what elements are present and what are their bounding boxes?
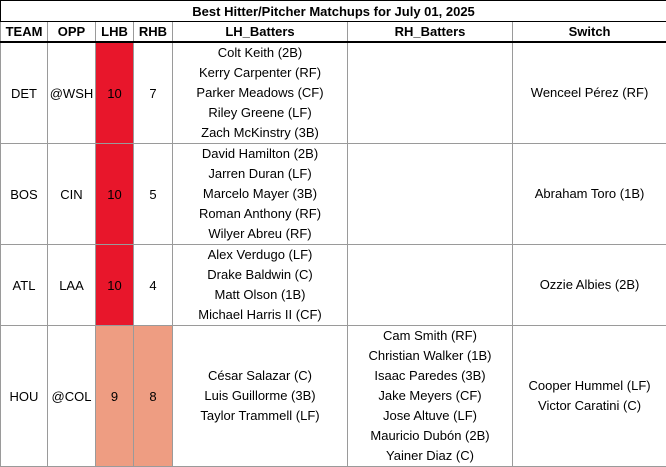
switch-batters-cell: Ozzie Albies (2B) [513, 245, 666, 326]
batter-name: Alex Verdugo (LF) [173, 245, 347, 265]
lhb-score-cell: 9 [96, 326, 134, 467]
col-header-switch: Switch [513, 22, 666, 43]
table-row: ATL LAA 10 4 Alex Verdugo (LF) Drake Bal… [1, 245, 666, 326]
batter-name: Drake Baldwin (C) [173, 265, 347, 285]
batter-name: Mauricio Dubón (2B) [348, 426, 512, 446]
batter-name: César Salazar (C) [173, 366, 347, 386]
col-header-team: TEAM [1, 22, 48, 43]
lh-batters-cell: David Hamilton (2B) Jarren Duran (LF) Ma… [173, 144, 348, 245]
batter-name: Wilyer Abreu (RF) [173, 224, 347, 244]
rhb-score-cell: 5 [134, 144, 173, 245]
rhb-score-cell: 7 [134, 42, 173, 144]
lh-batters-cell: César Salazar (C) Luis Guillorme (3B) Ta… [173, 326, 348, 467]
team-cell: BOS [1, 144, 48, 245]
team-cell: ATL [1, 245, 48, 326]
batter-name: Zach McKinstry (3B) [173, 123, 347, 143]
batter-name: Wenceel Pérez (RF) [513, 83, 666, 103]
table-title: Best Hitter/Pitcher Matchups for July 01… [1, 1, 666, 22]
batter-name: Luis Guillorme (3B) [173, 386, 347, 406]
lh-batters-cell: Colt Keith (2B) Kerry Carpenter (RF) Par… [173, 42, 348, 144]
batter-name: Cam Smith (RF) [348, 326, 512, 346]
col-header-rh-batters: RH_Batters [348, 22, 513, 43]
batter-name: Michael Harris II (CF) [173, 305, 347, 325]
batter-name: Yainer Diaz (C) [348, 446, 512, 466]
rh-batters-cell: Cam Smith (RF) Christian Walker (1B) Isa… [348, 326, 513, 467]
lhb-score-cell: 10 [96, 42, 134, 144]
col-header-lhb: LHB [96, 22, 134, 43]
header-row: TEAM OPP LHB RHB LH_Batters RH_Batters S… [1, 22, 666, 43]
team-cell: HOU [1, 326, 48, 467]
opp-cell: CIN [48, 144, 96, 245]
batter-name: Taylor Trammell (LF) [173, 406, 347, 426]
team-cell: DET [1, 42, 48, 144]
batter-name: Isaac Paredes (3B) [348, 366, 512, 386]
table-row: HOU @COL 9 8 César Salazar (C) Luis Guil… [1, 326, 666, 467]
batter-name: Jose Altuve (LF) [348, 406, 512, 426]
lh-batters-cell: Alex Verdugo (LF) Drake Baldwin (C) Matt… [173, 245, 348, 326]
opp-cell: LAA [48, 245, 96, 326]
col-header-lh-batters: LH_Batters [173, 22, 348, 43]
batter-name: Abraham Toro (1B) [513, 184, 666, 204]
lhb-score-cell: 10 [96, 245, 134, 326]
batter-name: Roman Anthony (RF) [173, 204, 347, 224]
batter-name: Ozzie Albies (2B) [513, 275, 666, 295]
batter-name: Cooper Hummel (LF) [513, 376, 666, 396]
batter-name: Kerry Carpenter (RF) [173, 63, 347, 83]
batter-name: Marcelo Mayer (3B) [173, 184, 347, 204]
batter-name: Colt Keith (2B) [173, 43, 347, 63]
table-row: BOS CIN 10 5 David Hamilton (2B) Jarren … [1, 144, 666, 245]
switch-batters-cell: Abraham Toro (1B) [513, 144, 666, 245]
batter-name: Parker Meadows (CF) [173, 83, 347, 103]
table-row: DET @WSH 10 7 Colt Keith (2B) Kerry Carp… [1, 42, 666, 144]
rh-batters-cell [348, 42, 513, 144]
col-header-opp: OPP [48, 22, 96, 43]
switch-batters-cell: Cooper Hummel (LF) Victor Caratini (C) [513, 326, 666, 467]
batter-name: Jake Meyers (CF) [348, 386, 512, 406]
batter-name: Christian Walker (1B) [348, 346, 512, 366]
rh-batters-cell [348, 144, 513, 245]
batter-name: Victor Caratini (C) [513, 396, 666, 416]
rhb-score-cell: 4 [134, 245, 173, 326]
switch-batters-cell: Wenceel Pérez (RF) [513, 42, 666, 144]
rhb-score-cell: 8 [134, 326, 173, 467]
rh-batters-cell [348, 245, 513, 326]
batter-name: Jarren Duran (LF) [173, 164, 347, 184]
opp-cell: @WSH [48, 42, 96, 144]
col-header-rhb: RHB [134, 22, 173, 43]
batter-name: Matt Olson (1B) [173, 285, 347, 305]
batter-name: David Hamilton (2B) [173, 144, 347, 164]
opp-cell: @COL [48, 326, 96, 467]
batter-name: Riley Greene (LF) [173, 103, 347, 123]
lhb-score-cell: 10 [96, 144, 134, 245]
